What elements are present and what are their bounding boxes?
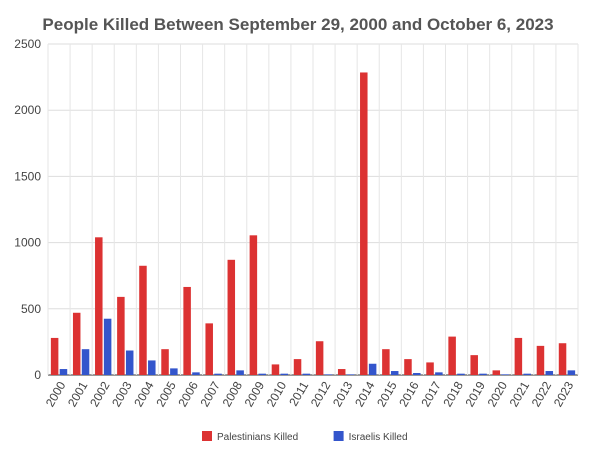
- bar-palestinians-killed[interactable]: [536, 345, 545, 375]
- legend-swatch: [202, 431, 212, 441]
- bar-palestinians-killed[interactable]: [470, 355, 478, 375]
- bar-palestinians-killed[interactable]: [382, 349, 390, 375]
- x-tick-label: 2004: [131, 379, 157, 409]
- x-tick-label: 2006: [175, 379, 201, 409]
- legend-item-israelis-killed[interactable]: Israelis Killed: [333, 431, 408, 443]
- bar-palestinians-killed[interactable]: [205, 323, 213, 375]
- bar-palestinians-killed[interactable]: [404, 359, 412, 375]
- x-tick-label: 2014: [352, 379, 378, 409]
- bar-palestinians-killed[interactable]: [117, 296, 125, 375]
- bar-israelis-killed[interactable]: [302, 373, 311, 375]
- x-axis-tick-labels: 2000200120022003200420052006200720082009…: [43, 379, 577, 409]
- bar-palestinians-killed[interactable]: [360, 72, 368, 375]
- x-tick-label: 2003: [109, 379, 135, 409]
- x-tick-label: 2012: [308, 379, 334, 409]
- bar-israelis-killed[interactable]: [413, 373, 421, 375]
- y-tick-label: 2000: [14, 103, 41, 117]
- bar-palestinians-killed[interactable]: [337, 369, 346, 375]
- bar-israelis-killed[interactable]: [236, 370, 244, 375]
- bar-israelis-killed[interactable]: [214, 373, 222, 375]
- legend-swatch: [333, 431, 344, 441]
- bar-palestinians-killed[interactable]: [448, 336, 456, 375]
- x-tick-label: 2002: [87, 379, 113, 409]
- bar-palestinians-killed[interactable]: [227, 259, 236, 375]
- bar-israelis-killed[interactable]: [457, 373, 465, 375]
- bars: [50, 72, 576, 375]
- bar-israelis-killed[interactable]: [148, 360, 156, 375]
- x-tick-label: 2000: [43, 379, 69, 409]
- legend-label: Israelis Killed: [349, 432, 408, 443]
- y-tick-label: 500: [21, 302, 41, 316]
- bar-palestinians-killed[interactable]: [315, 341, 324, 375]
- x-tick-label: 2001: [65, 379, 91, 409]
- y-tick-label: 0: [34, 368, 41, 382]
- bar-israelis-killed[interactable]: [567, 370, 576, 375]
- bar-palestinians-killed[interactable]: [293, 359, 302, 375]
- bar-israelis-killed[interactable]: [280, 373, 289, 375]
- bar-palestinians-killed[interactable]: [558, 343, 567, 375]
- x-tick-label: 2013: [330, 379, 356, 409]
- x-tick-label: 2020: [485, 379, 511, 409]
- bar-israelis-killed[interactable]: [523, 373, 531, 375]
- bar-israelis-killed[interactable]: [390, 371, 399, 375]
- y-tick-label: 2500: [14, 37, 41, 51]
- bar-palestinians-killed[interactable]: [271, 364, 280, 375]
- y-axis-tick-labels: 0 500 1000 1500 2000 2500: [14, 37, 41, 382]
- x-tick-label: 2010: [264, 379, 290, 409]
- chart-title: People Killed Between September 29, 2000…: [42, 15, 553, 34]
- grid-lines: [47, 43, 579, 376]
- x-tick-label: 2016: [396, 379, 422, 409]
- bar-palestinians-killed[interactable]: [139, 265, 147, 375]
- x-tick-label: 2021: [507, 379, 533, 409]
- bar-israelis-killed[interactable]: [192, 372, 200, 375]
- bar-israelis-killed[interactable]: [81, 349, 90, 375]
- bar-israelis-killed[interactable]: [479, 373, 487, 375]
- legend[interactable]: Palestinians Killed Israelis Killed: [202, 431, 408, 443]
- y-tick-label: 1500: [14, 169, 41, 183]
- bar-israelis-killed[interactable]: [368, 363, 377, 375]
- bar-israelis-killed[interactable]: [346, 374, 355, 375]
- y-tick-label: 1000: [14, 236, 41, 250]
- bar-palestinians-killed[interactable]: [72, 312, 81, 375]
- bar-palestinians-killed[interactable]: [492, 370, 501, 375]
- bar-israelis-killed[interactable]: [501, 374, 509, 375]
- x-tick-label: 2009: [242, 379, 268, 409]
- bar-israelis-killed[interactable]: [59, 369, 68, 375]
- bar-israelis-killed[interactable]: [170, 368, 178, 375]
- x-tick-label: 2011: [286, 379, 311, 409]
- bar-palestinians-killed[interactable]: [95, 237, 103, 375]
- bar-israelis-killed[interactable]: [324, 374, 333, 375]
- bar-israelis-killed[interactable]: [545, 371, 554, 375]
- x-tick-label: 2008: [220, 379, 246, 409]
- x-tick-label: 2023: [551, 379, 577, 409]
- bar-palestinians-killed[interactable]: [161, 349, 169, 375]
- legend-item-palestinians-killed[interactable]: Palestinians Killed: [202, 431, 298, 443]
- x-tick-label: 2017: [418, 379, 444, 409]
- x-tick-label: 2022: [529, 379, 555, 409]
- legend-label: Palestinians Killed: [217, 432, 298, 443]
- bar-palestinians-killed[interactable]: [249, 235, 258, 375]
- bar-palestinians-killed[interactable]: [426, 362, 434, 375]
- bar-israelis-killed[interactable]: [435, 372, 443, 375]
- x-tick-label: 2019: [462, 379, 488, 409]
- x-tick-label: 2018: [440, 379, 466, 409]
- x-tick-label: 2015: [374, 379, 400, 409]
- bar-israelis-killed[interactable]: [103, 318, 112, 375]
- bar-palestinians-killed[interactable]: [514, 337, 523, 375]
- x-tick-label: 2005: [153, 379, 179, 409]
- bar-palestinians-killed[interactable]: [183, 286, 191, 375]
- bar-israelis-killed[interactable]: [125, 350, 134, 375]
- bar-israelis-killed[interactable]: [258, 373, 266, 375]
- bar-palestinians-killed[interactable]: [50, 337, 59, 375]
- x-tick-label: 2007: [197, 379, 223, 409]
